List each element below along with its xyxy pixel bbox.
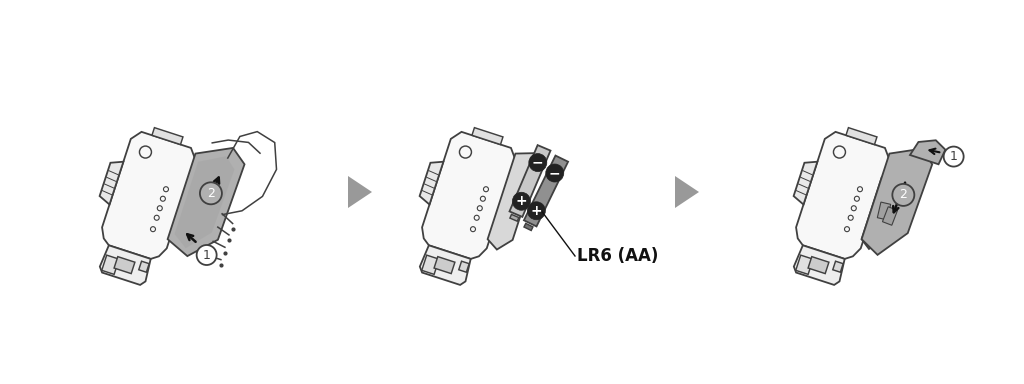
Circle shape bbox=[528, 154, 547, 172]
Text: 2: 2 bbox=[207, 187, 215, 200]
Polygon shape bbox=[861, 149, 932, 255]
Polygon shape bbox=[168, 148, 245, 256]
Polygon shape bbox=[101, 255, 119, 274]
Polygon shape bbox=[883, 207, 897, 225]
Polygon shape bbox=[910, 140, 945, 164]
Polygon shape bbox=[487, 153, 538, 250]
Polygon shape bbox=[510, 214, 519, 221]
Polygon shape bbox=[878, 202, 891, 220]
Polygon shape bbox=[510, 145, 551, 217]
Circle shape bbox=[200, 182, 222, 204]
Polygon shape bbox=[422, 255, 439, 274]
Polygon shape bbox=[152, 127, 183, 144]
Polygon shape bbox=[524, 156, 568, 227]
Circle shape bbox=[546, 164, 564, 182]
Polygon shape bbox=[833, 261, 843, 272]
Text: LR6 (AA): LR6 (AA) bbox=[577, 247, 658, 265]
Polygon shape bbox=[420, 162, 443, 205]
Text: 2: 2 bbox=[899, 189, 907, 201]
Polygon shape bbox=[420, 245, 471, 285]
Text: −: − bbox=[549, 166, 560, 180]
Polygon shape bbox=[796, 132, 890, 259]
Circle shape bbox=[197, 245, 217, 265]
Polygon shape bbox=[102, 132, 196, 259]
Text: −: − bbox=[532, 156, 544, 170]
Text: +: + bbox=[530, 204, 542, 218]
Text: 1: 1 bbox=[949, 150, 957, 163]
Polygon shape bbox=[846, 127, 877, 144]
Polygon shape bbox=[348, 176, 372, 208]
Polygon shape bbox=[794, 245, 845, 285]
Polygon shape bbox=[114, 257, 135, 274]
Polygon shape bbox=[675, 176, 699, 208]
Polygon shape bbox=[861, 177, 905, 249]
Polygon shape bbox=[174, 156, 234, 248]
Polygon shape bbox=[422, 132, 515, 259]
Polygon shape bbox=[434, 257, 455, 274]
Circle shape bbox=[527, 202, 546, 220]
Polygon shape bbox=[99, 245, 151, 285]
Polygon shape bbox=[139, 261, 150, 272]
Polygon shape bbox=[472, 127, 503, 144]
Polygon shape bbox=[796, 255, 813, 274]
Circle shape bbox=[892, 184, 914, 206]
Circle shape bbox=[944, 147, 964, 167]
Polygon shape bbox=[99, 162, 123, 205]
Circle shape bbox=[512, 192, 530, 210]
Text: +: + bbox=[516, 194, 527, 208]
Polygon shape bbox=[794, 162, 817, 205]
Polygon shape bbox=[808, 257, 828, 274]
Text: 1: 1 bbox=[203, 248, 211, 262]
Polygon shape bbox=[459, 261, 469, 272]
Polygon shape bbox=[524, 223, 532, 230]
